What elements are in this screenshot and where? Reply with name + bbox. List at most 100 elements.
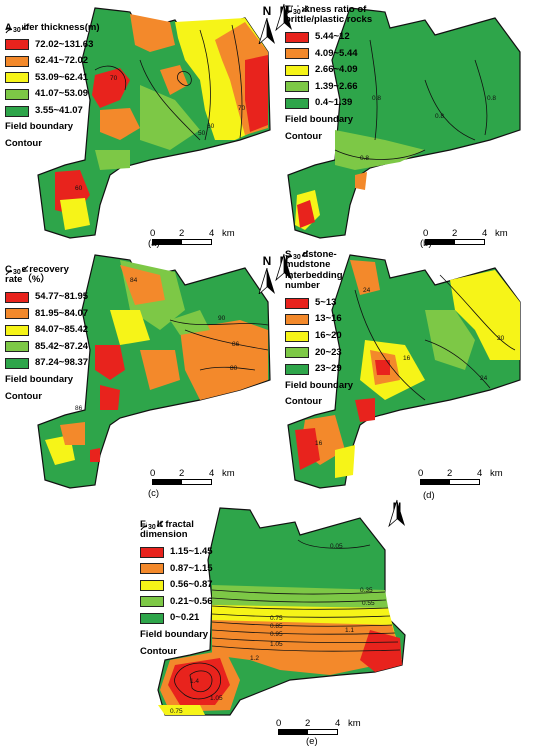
contour-label: 50 <box>198 130 206 137</box>
panel-label-c: (c) <box>148 488 160 499</box>
svg-text:30: 30 <box>148 524 156 531</box>
legend-label: 62.41~72.02 <box>35 55 89 67</box>
legend-label: 3.55~41.07 <box>35 104 83 116</box>
contour-label: 0.35 <box>360 587 373 594</box>
legend-label: 72.02~131.63 <box>35 38 94 50</box>
panel-label-e: (e) <box>306 736 318 747</box>
legend-label: Field boundary <box>285 379 354 391</box>
legend-title: Thickness ratio of brittle/plastic rocks <box>285 4 373 26</box>
contour-label: 0.8 <box>487 95 496 102</box>
legend-label: Contour <box>5 390 42 402</box>
contour-label: 0.55 <box>362 600 375 607</box>
legend-a: Aquifer thickness(m) 72.02~131.63 62.41~… <box>5 22 100 153</box>
legend-label: 53.09~62.41 <box>35 71 89 83</box>
zone-red-a <box>245 55 268 132</box>
contour-label: 86 <box>232 341 240 348</box>
zone-orange-c <box>180 320 268 400</box>
contour-label: 16 <box>403 355 411 362</box>
map-d: 24 20 16 24 16 <box>287 254 521 489</box>
legend-title: Sandstone-mudstone interbedding number <box>285 249 343 292</box>
legend-label: 0.21~0.56 <box>170 595 213 607</box>
scale-bar-c: 0 2 4 km <box>150 468 238 485</box>
panel-e: 0.05 0.35 0.55 0.75 0.85 0.95 1.05 1.1 1… <box>130 499 420 747</box>
contour-label: 60 <box>207 123 215 130</box>
legend-label: 81.95~84.07 <box>35 307 89 319</box>
svg-text:30: 30 <box>293 254 301 261</box>
scale-bar-a: 0 2 4 km <box>150 228 238 245</box>
legend-label: 13~16 <box>315 313 342 325</box>
legend-label: Field boundary <box>285 113 354 125</box>
contour-label: 84 <box>130 277 138 284</box>
contour-label: 16 <box>315 440 323 447</box>
legend-label: 2.66~4.09 <box>315 64 358 76</box>
legend-label: Contour <box>285 396 322 408</box>
scale-bar-d: 0 2 4 km <box>418 468 506 485</box>
svg-text:30: 30 <box>13 27 21 34</box>
panel-label-d: (d) <box>423 490 435 501</box>
panel-label-b: (b) <box>420 238 432 249</box>
contour-label: 0.95 <box>270 631 283 638</box>
contour-label: 60 <box>75 185 83 192</box>
panel-c: 84 90 86 80 86 Core recovery rate（%） 54.… <box>0 250 275 500</box>
contour-label: 86 <box>75 405 83 412</box>
contour-label: 1.05 <box>210 695 223 702</box>
legend-label: Contour <box>285 130 322 142</box>
legend-label: Field boundary <box>5 373 74 385</box>
contour-label: 0.05 <box>330 543 343 550</box>
contour-label: 20 <box>497 335 505 342</box>
north-arrow-a: N <box>258 4 276 47</box>
legend-label: 85.42~87.24 <box>35 340 89 352</box>
contour-label: 70 <box>110 75 118 82</box>
contour-label: 0.8 <box>372 95 381 102</box>
map-a: 70 60 70 50 60 <box>37 7 271 239</box>
legend-label: Contour <box>5 138 42 150</box>
contour-label: 0.85 <box>270 623 283 630</box>
north-arrow-b: N <box>275 3 293 32</box>
contour-label: 1.1 <box>345 627 354 634</box>
contour-label: 1.05 <box>270 641 283 648</box>
contour-symbol: 30 <box>286 252 308 261</box>
legend-c: Core recovery rate（%） 54.77~81.95 81.95~… <box>5 264 89 405</box>
contour-label: 80 <box>230 365 238 372</box>
legend-title: Core recovery rate（%） <box>5 264 69 286</box>
field-b <box>287 7 521 239</box>
panel-a: 70 60 70 50 60 Aquifer thickness(m) 72.0… <box>0 0 275 250</box>
legend-label: 41.07~53.09 <box>35 88 89 100</box>
contour-label: 24 <box>480 375 488 382</box>
legend-label: 0.87~1.15 <box>170 562 213 574</box>
map-b: 0.8 0.8 0.8 0.8 <box>287 7 521 239</box>
contour-symbol: 30 <box>6 25 28 34</box>
legend-b: Thickness ratio of brittle/plastic rocks… <box>285 4 395 145</box>
legend-label: 0.56~0.87 <box>170 579 213 591</box>
legend-label: 1.39~2.66 <box>315 80 358 92</box>
scale-bar-b: 0 2 4 km <box>423 228 511 245</box>
contour-label: 0.8 <box>360 155 369 162</box>
legend-label: 5.44~12 <box>315 30 350 42</box>
contour-label: 1.4 <box>190 678 199 685</box>
zone-red-e <box>360 630 402 672</box>
legend-label: 20~23 <box>315 346 342 358</box>
legend-title: Fault fractal dimension <box>140 519 194 541</box>
panel-b: 0.8 0.8 0.8 0.8 N Thickness ratio of bri… <box>275 0 550 250</box>
contour-label: 0.75 <box>270 615 283 622</box>
contour-label: 1.2 <box>250 655 259 662</box>
legend-label: 84.07~85.42 <box>35 324 89 336</box>
legend-label: 16~20 <box>315 330 342 342</box>
panel-d: 24 20 16 24 16 N Sandstone-mudstone inte… <box>275 249 550 501</box>
legend-label: 4.09~5.44 <box>315 47 358 59</box>
legend-label: 54.77~81.95 <box>35 290 89 302</box>
scale-bar-e: 0 2 4 km <box>276 718 364 735</box>
legend-d: Sandstone-mudstone interbedding number 5… <box>285 249 365 411</box>
contour-label: 70 <box>238 105 246 112</box>
legend-label: 0.4~1.39 <box>315 97 353 109</box>
north-arrow-c: N <box>258 254 276 297</box>
north-arrow-d: N <box>275 253 293 282</box>
contour-label: 0.8 <box>435 113 444 120</box>
legend-label: Field boundary <box>5 121 74 133</box>
map-e: 0.05 0.35 0.55 0.75 0.85 0.95 1.05 1.1 1… <box>157 507 406 716</box>
legend-label: 1.15~1.45 <box>170 545 213 557</box>
legend-label: 87.24~98.37 <box>35 357 89 369</box>
contour-symbol: 30 <box>141 522 163 531</box>
legend-label: Contour <box>140 645 177 657</box>
legend-label: Field boundary <box>140 628 209 640</box>
